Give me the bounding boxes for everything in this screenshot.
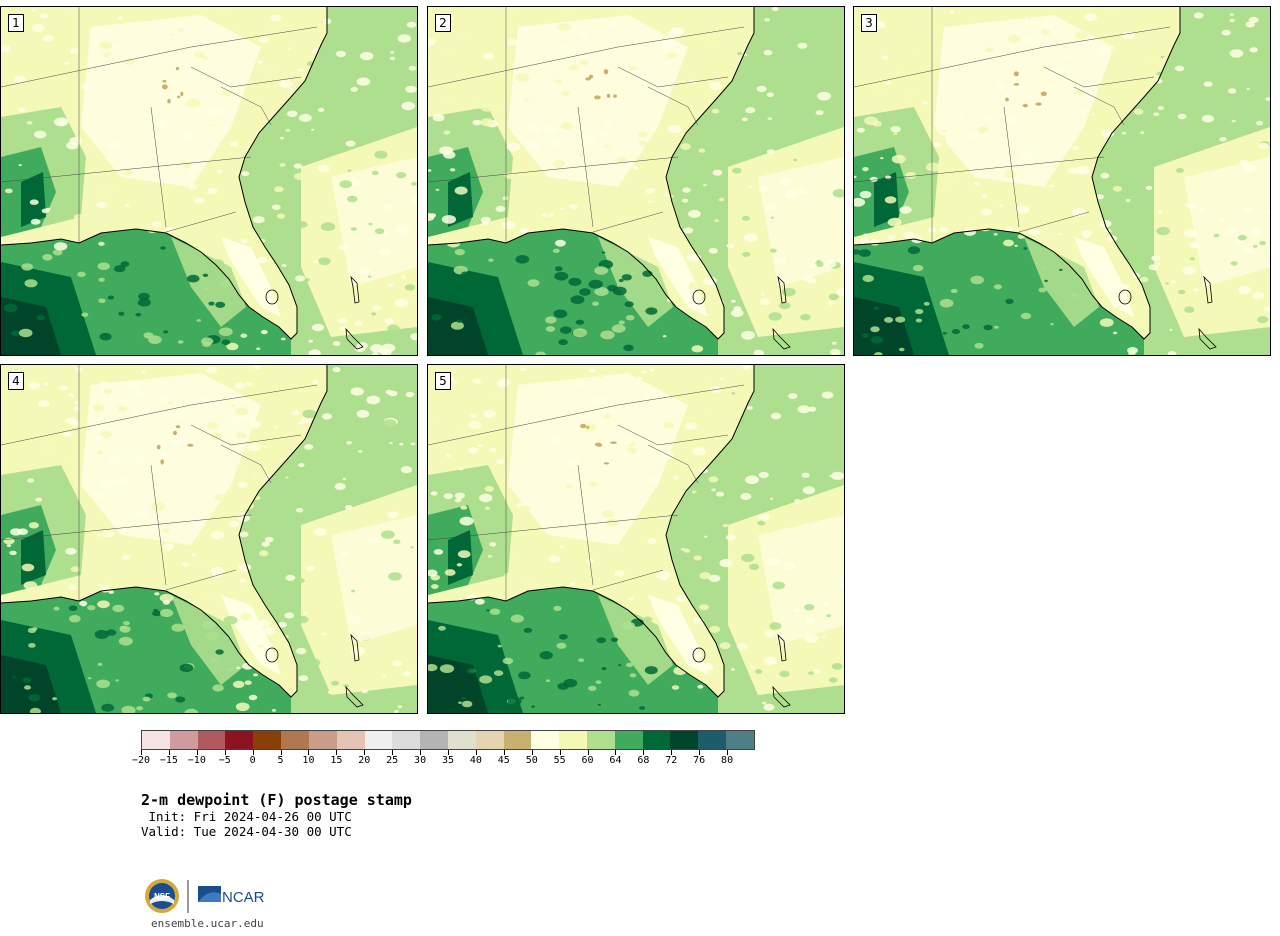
- colorbar-tick-label: 55: [553, 755, 566, 766]
- colorbar-tick-label: 0: [249, 755, 256, 766]
- colorbar-tick-mark: [727, 750, 729, 755]
- colorbar-tick-mark: [448, 750, 449, 755]
- map-panel-1: 1: [0, 6, 418, 356]
- colorbar-tick-mark: [336, 750, 338, 755]
- colorbar-segment: [642, 731, 671, 749]
- colorbar-segment: [614, 731, 643, 749]
- map-panel-4: 4: [0, 364, 418, 714]
- colorbar-segment: [392, 731, 421, 749]
- geography-overlay: [854, 7, 1217, 350]
- colorbar-tick-label: −15: [159, 755, 178, 766]
- colorbar-tick-label: 45: [497, 755, 510, 766]
- colorbar-tick-mark: [141, 750, 142, 755]
- colorbar-segment: [364, 731, 393, 749]
- colorbar-tick-label: 80: [721, 755, 734, 766]
- map-panel-3: 3: [853, 6, 1271, 356]
- colorbar-tick-label: 25: [386, 755, 399, 766]
- sponsor-logos: NSF NCAR: [145, 879, 265, 913]
- colorbar-tick-label: 76: [693, 755, 706, 766]
- nsf-text: NSF: [154, 892, 170, 901]
- colorbar-segment: [142, 731, 170, 749]
- colorbar-segment: [420, 731, 448, 749]
- colorbar-ticks: −20 −15 −10 −5 0 5 10 15 20 25 30 35 40 45 50 55 60 64 68 7…: [132, 750, 755, 770]
- colorbar-tick-label: 20: [358, 755, 371, 766]
- member-label: 3: [861, 14, 877, 32]
- member-label: 5: [435, 372, 451, 390]
- colorbar-segment: [169, 731, 198, 749]
- colorbar-tick-mark: [364, 750, 366, 755]
- colorbar-segment: [726, 731, 754, 749]
- colorbar-tick-mark: [280, 750, 282, 755]
- colorbar-tick-mark: [671, 750, 673, 755]
- colorbar-tick-mark: [308, 750, 310, 755]
- colorbar-tick-mark: [420, 750, 422, 755]
- colorbar-tick-mark: [643, 750, 645, 755]
- colorbar-tick-mark: [503, 750, 505, 755]
- colorbar-segment: [308, 731, 337, 749]
- dewpoint-field: [1, 365, 417, 713]
- figure-title: 2-m dewpoint (F) postage stamp: [141, 791, 412, 809]
- colorbar-tick-mark: [224, 750, 226, 755]
- colorbar-segment: [336, 731, 365, 749]
- init-time: Init: Fri 2024-04-26 00 UTC: [141, 809, 352, 824]
- geography-overlay: [1, 7, 364, 350]
- colorbar-tick-label: 50: [525, 755, 538, 766]
- colorbar-segment: [559, 731, 587, 749]
- dewpoint-field: [854, 7, 1270, 355]
- colorbar-tick-label: 64: [609, 755, 622, 766]
- geography-overlay: [428, 365, 791, 708]
- dewpoint-field: [428, 365, 844, 713]
- colorbar-tick-label: 40: [469, 755, 482, 766]
- colorbar-tick-label: 10: [302, 755, 315, 766]
- member-label: 2: [435, 14, 451, 32]
- map-panel-2: 2: [427, 6, 845, 356]
- colorbar-segment: [587, 731, 615, 749]
- valid-time: Valid: Tue 2024-04-30 00 UTC: [141, 824, 352, 839]
- colorbar-tick-mark: [252, 750, 254, 755]
- dewpoint-field: [428, 7, 844, 355]
- colorbar-segment: [281, 731, 309, 749]
- colorbar-tick-mark: [196, 750, 198, 755]
- colorbar-tick-mark: [168, 750, 170, 755]
- member-label: 4: [8, 372, 24, 390]
- colorbar-tick-mark: [392, 750, 394, 755]
- colorbar-tick-mark: [559, 750, 561, 755]
- geography-overlay: [1, 365, 364, 708]
- colorbar-tick-label: −5: [218, 755, 231, 766]
- colorbar-tick-label: 35: [441, 755, 455, 766]
- colorbar-tick-label: 72: [665, 755, 678, 766]
- colorbar-tick-label: 60: [581, 755, 594, 766]
- colorbar-segment: [225, 731, 254, 749]
- member-label: 1: [8, 14, 24, 32]
- colorbar-tick-mark: [475, 750, 477, 755]
- colorbar-tick-label: −10: [187, 755, 206, 766]
- colorbar-segment: [447, 731, 476, 749]
- footer-url: ensemble.ucar.edu: [151, 917, 264, 930]
- colorbar-tick-label: −20: [131, 755, 151, 766]
- colorbar-tick-label: 68: [637, 755, 650, 766]
- colorbar-segment: [253, 731, 282, 749]
- map-panel-5: 5: [427, 364, 845, 714]
- colorbar-segment: [197, 731, 226, 749]
- colorbar-segment: [670, 731, 699, 749]
- colorbar-segment: [698, 731, 727, 749]
- colorbar: [141, 730, 755, 750]
- nsf-logo: NSF: [145, 879, 179, 913]
- ncar-logo: NCAR: [198, 886, 265, 906]
- dewpoint-field: [1, 7, 417, 355]
- colorbar-tick-mark: [531, 750, 533, 755]
- geography-overlay: [428, 7, 791, 350]
- colorbar-segment: [531, 731, 560, 749]
- colorbar-tick-mark: [699, 750, 701, 755]
- colorbar-segment: [475, 731, 504, 749]
- colorbar-tick-label: 30: [414, 755, 427, 766]
- colorbar-segment: [503, 731, 532, 749]
- ncar-text: NCAR: [222, 889, 265, 906]
- colorbar-tick-mark: [587, 750, 589, 755]
- colorbar-tick-label: 15: [330, 755, 343, 766]
- colorbar-tick-mark: [615, 750, 617, 755]
- colorbar-tick-label: 5: [277, 755, 284, 766]
